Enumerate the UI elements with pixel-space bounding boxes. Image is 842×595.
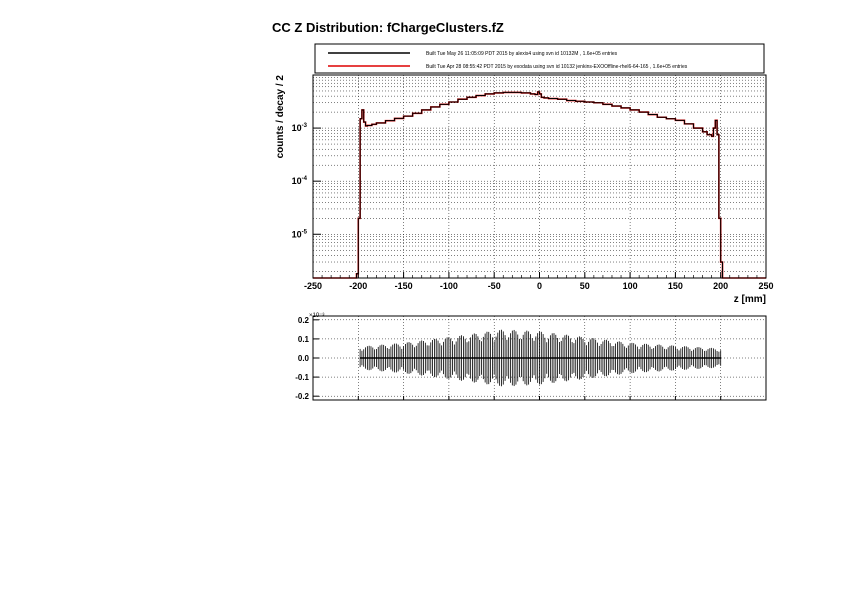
bottom-y-tick-label: -0.1 [295,373,309,382]
y-axis-label: counts / decay / 2 [275,75,286,159]
series-line-0 [313,91,766,279]
legend-box [314,43,765,74]
top-x-tick-label: -100 [440,281,458,291]
bottom-plot-residuals [359,329,722,387]
top-y-tick-label: 10-4 [292,176,308,186]
top-x-tick-label: -150 [395,281,413,291]
bottom-y-tick-label: 0.1 [298,335,310,344]
x-axis-label: z [mm] [734,294,766,305]
bottom-y-tick-label: 0.0 [298,354,310,363]
top-plot-grid [312,75,767,278]
bottom-y-multiplier: ×10⁻³ [309,313,324,319]
top-x-tick-labels: -250 -200 -150 -100 -50 0 50 100 150 200 250 [304,281,774,291]
top-y-tick-label: 10-3 [292,123,308,133]
top-x-tick-label: 100 [623,281,638,291]
top-x-tick-label: -50 [488,281,501,291]
chart-title: CC Z Distribution: fChargeClusters.fZ [272,20,504,35]
top-y-tick-labels: 10-5 10-4 10-3 [292,123,308,239]
top-x-tick-label: 200 [713,281,728,291]
top-plot-series [313,91,766,279]
bottom-y-tick-label: 0.2 [298,316,310,325]
legend-entry-series0: Built Tue May 26 11:05:09 PDT 2015 by al… [426,51,618,57]
bottom-plot-ticks [312,319,767,400]
top-y-tick-label: 10-5 [292,229,308,239]
bottom-y-tick-label: -0.2 [295,392,309,401]
top-x-tick-label: -250 [304,281,322,291]
top-plot-ticks [312,127,767,278]
legend: Built Tue May 26 11:05:09 PDT 2015 by al… [314,43,765,74]
top-x-tick-label: 150 [668,281,683,291]
series-line-1 [313,91,766,279]
bottom-y-tick-labels: 0.2 0.1 0.0 -0.1 -0.2 [295,316,309,401]
top-x-tick-label: 50 [580,281,590,291]
legend-entry-series1: Built Tue Apr 28 08:55:42 PDT 2015 by ex… [426,64,688,70]
top-x-tick-label: -200 [349,281,367,291]
top-x-tick-label: 250 [758,281,773,291]
top-x-tick-label: 0 [537,281,542,291]
